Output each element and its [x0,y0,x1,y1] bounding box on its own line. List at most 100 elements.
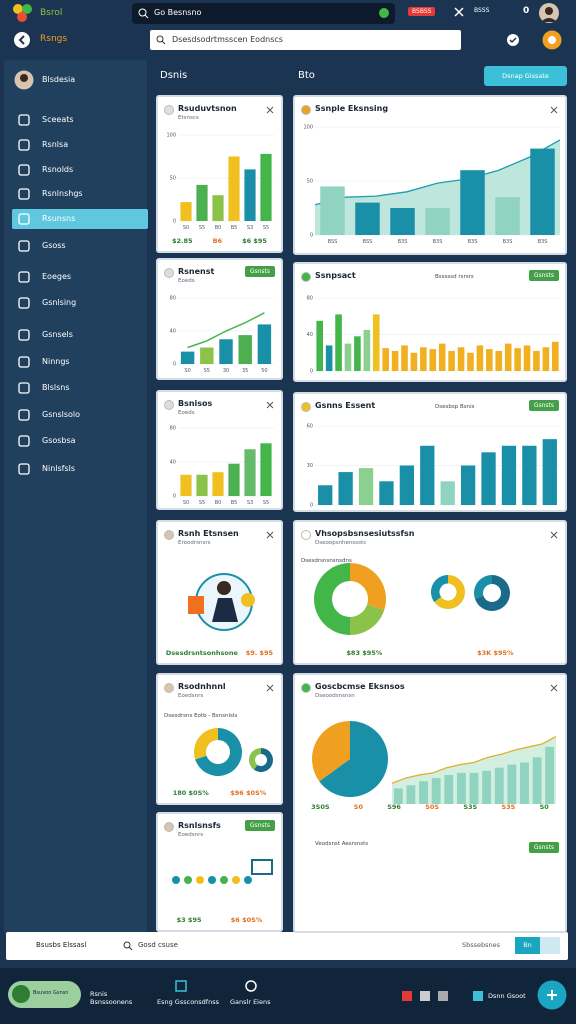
sidebar-item[interactable]: Gsnslsolo [12,405,148,425]
close-button[interactable] [550,684,558,692]
sidebar-item[interactable]: Rsunsns [12,209,148,229]
sidebar-item[interactable]: Rsnlsa [12,135,148,155]
bar [379,481,394,505]
x-tick-label: S5 [263,500,269,506]
y-tick-label: 50 [170,176,176,182]
card: Ssnpsact Gsnsts Bsssssd rsrsrs 0 40 80 [293,262,567,382]
app-name: Bsrol [40,8,63,18]
footer-value: 180 $0S% [172,789,209,797]
nav-item[interactable]: Esng Gssconsdfnss [157,998,219,1006]
sidebar-item[interactable]: Gsnsels [12,325,148,345]
bar [456,772,466,804]
user-avatar [14,70,34,90]
sidebar-item[interactable]: Ninlsfsls [12,459,148,479]
card-title: Rsnenst [178,267,215,276]
sidebar-label: Rsunsns [42,214,76,223]
check-icon[interactable] [506,33,520,47]
right-title: Bto [298,70,315,81]
close-button[interactable] [550,531,558,539]
fab[interactable] [537,980,567,1010]
card-footer: Dsesdrsntsonhsone $9. $95 [162,649,277,659]
sidebar-item[interactable]: Rsnlnshgs [12,184,148,204]
legend: Dsesbsp Bsnis [435,404,475,410]
close-icon [266,106,274,114]
sidebar-icon [18,463,30,475]
card-title: Rsodnhnnl [178,682,226,691]
close-icon [550,684,558,692]
footer-value: S96 [387,803,401,811]
footer-value: S0S [425,803,440,811]
search-query[interactable]: Gosd csuse [138,941,178,949]
y-tick-label: 0 [310,503,313,509]
nav-item[interactable]: Dsnn Gsoot [488,992,526,1000]
sidebar-item[interactable]: Sceeats [12,110,148,130]
bar [410,352,418,371]
illustration [172,859,273,884]
card-footer: $3 $95 $6 $0S% [162,916,277,926]
sidebar-item[interactable]: Ninngs [12,352,148,372]
badge[interactable]: BSBSS [408,7,436,16]
bar [382,348,389,371]
card-button[interactable]: Gsnsts [244,820,275,831]
tool-icon[interactable] [454,7,464,17]
back-button[interactable] [13,31,31,49]
card-title: Bsnisos [178,399,213,408]
sidebar-item[interactable]: Blslsns [12,378,148,398]
card-footer: $2.85 B6 $6 $95 [162,237,277,247]
sidebar-item[interactable]: Gsosbsa [12,431,148,451]
card-button[interactable]: Gsnsts [528,842,559,853]
nav-icons[interactable] [402,990,452,1002]
card-title: Ssnple Eksnsing [315,104,389,113]
bar [545,746,555,804]
sidebar-icon [18,240,30,252]
bar [196,474,208,496]
close-button[interactable] [266,401,274,409]
close-button[interactable] [550,106,558,114]
profile-pill[interactable]: Bsuvon Gsnsn [8,981,81,1008]
card-button[interactable]: Gsnsts [528,270,559,281]
global-search[interactable]: Go Besnsno [132,3,395,24]
card-title: Rsnh Etsnsen [178,529,239,538]
icon-shape [18,114,30,126]
page-search[interactable]: Dsesdsodrtmsscen Eodnscs [150,30,461,50]
x-tick-label: B0 [215,225,222,231]
x-tick-label: S5 [199,225,205,231]
card-footer: 180 $0S% $96 $0S% [162,789,277,799]
x-tick-label: S3 [247,500,253,506]
slice [194,728,218,760]
bar [318,485,333,505]
y-tick-label: 30 [307,463,313,469]
chart [249,748,273,772]
sidebar-item[interactable]: Rsnolds [12,160,148,180]
card-icon [164,268,174,278]
search-button[interactable]: Bn [515,937,540,954]
settings-icon[interactable] [542,30,562,50]
footer-value: S3S [463,803,478,811]
action-button[interactable]: Dsnap Gissate [484,66,567,86]
sidebar-label: Ninlsfsls [42,464,76,473]
y-tick-label: 100 [303,125,313,131]
bar [486,349,493,371]
icon-shape [18,356,30,368]
card-button[interactable]: Gsnsts [244,266,275,277]
icon-shape [18,139,30,151]
bar [244,169,256,221]
y-tick-label: 0 [173,362,176,368]
illus-coin [241,593,255,607]
close-button[interactable] [266,106,274,114]
nav-item[interactable]: Ganslr Eiens [230,998,271,1006]
close-button[interactable] [266,531,274,539]
illus-box [188,596,204,614]
close-button[interactable] [266,684,274,692]
sidebar-item[interactable]: Gsnlsing [12,293,148,313]
avatar[interactable] [538,2,560,24]
bar [393,788,403,804]
sidebar-item[interactable]: Eoeges [12,267,148,287]
card-button[interactable]: Gsnsts [528,400,559,411]
bar [494,767,504,804]
footer-value: Dsesdrsntsonhsone [165,649,238,657]
nav-item[interactable]: Rsnis Bsnssoonens [90,990,133,1006]
bar [200,347,214,364]
footer-value: S3S [501,803,516,811]
sidebar-item[interactable]: Gsoss [12,236,148,256]
